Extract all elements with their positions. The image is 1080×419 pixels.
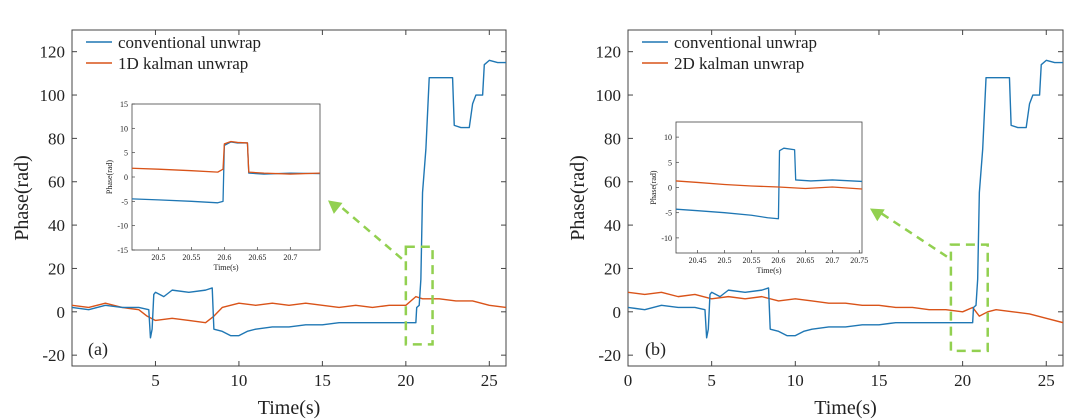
- panel-a: 5 10 15 20 25-20020406080100120Time(s)Phase(…: [11, 29, 507, 419]
- x-tick-label: 10: [230, 371, 247, 390]
- x-tick-label: 5: [151, 371, 160, 390]
- inset-x-tick-label: 20.7: [825, 256, 839, 265]
- x-tick-label: 10: [787, 371, 804, 390]
- legend-label: 1D kalman unwrap: [118, 54, 248, 73]
- x-tick-label: 5: [707, 371, 716, 390]
- inset-y-tick-label: 15: [120, 100, 128, 109]
- y-tick-label: 40: [604, 216, 621, 235]
- inset-x-tick-label: 20.65: [248, 253, 266, 262]
- zoom-arrow-line: [337, 203, 403, 260]
- series-line-conventional-unwrap: [628, 59, 1063, 339]
- inset-frame: [131, 103, 321, 251]
- inset-y-tick-label: 5: [668, 158, 672, 167]
- inset-x-tick-label: 20.55: [742, 256, 760, 265]
- y-tick-label: 100: [40, 86, 66, 105]
- inset-x-tick-label: 20.65: [796, 256, 814, 265]
- inset-x-tick-label: 20.7: [283, 253, 297, 262]
- y-tick-label: 20: [604, 259, 621, 278]
- y-tick-label: 60: [48, 173, 65, 192]
- x-tick-label: 20: [397, 371, 414, 390]
- x-tick-label: 20: [954, 371, 971, 390]
- y-tick-label: 120: [40, 43, 66, 62]
- inset-y-tick-label: -5: [121, 197, 128, 206]
- inset-y-axis-label: Phase(rad): [649, 170, 658, 205]
- plot-frame: [627, 29, 1064, 367]
- inset-series-line-1d-kalman-unwrap: [132, 140, 320, 175]
- inset-y-tick-label: 5: [124, 149, 128, 158]
- y-tick-label: 0: [613, 303, 622, 322]
- zoom-arrow-head: [870, 208, 885, 222]
- y-axis-label: Phase(rad): [11, 155, 33, 241]
- y-tick-label: 0: [57, 303, 66, 322]
- series-line-2d-kalman-unwrap: [628, 291, 1063, 324]
- legend-label: 2D kalman unwrap: [674, 54, 804, 73]
- zoom-highlight-box: [949, 243, 989, 353]
- zoom-arrow-line: [879, 211, 948, 258]
- panel-b: 0 5 10 15 20 25-20020406080100120Time(s)Phase…: [567, 29, 1064, 419]
- y-tick-label: -20: [598, 346, 621, 365]
- inset-x-axis-label: Time(s): [213, 263, 238, 272]
- inset-series-line-conventional-unwrap: [676, 147, 862, 220]
- inset-y-tick-label: 0: [124, 173, 128, 182]
- legend-label: conventional unwrap: [674, 33, 817, 52]
- inset-y-tick-label: -5: [665, 209, 672, 218]
- y-tick-label: -20: [42, 346, 65, 365]
- zoom-arrow-head: [328, 200, 343, 214]
- inset-y-tick-label: -10: [661, 234, 672, 243]
- y-tick-label: 80: [48, 129, 65, 148]
- series-line-conventional-unwrap: [72, 59, 506, 339]
- inset-y-axis-label: Phase(rad): [105, 160, 114, 195]
- inset-x-tick-label: 20.75: [850, 256, 868, 265]
- x-tick-label: 15: [870, 371, 887, 390]
- y-tick-label: 40: [48, 216, 65, 235]
- plot-frame: [71, 29, 507, 367]
- y-tick-label: 120: [596, 43, 622, 62]
- y-tick-label: 80: [604, 129, 621, 148]
- inset-x-tick-label: 20.45: [689, 256, 707, 265]
- panel-label: (b): [645, 339, 666, 360]
- x-axis-label: Time(s): [814, 397, 877, 419]
- inset-x-tick-label: 20.5: [718, 256, 732, 265]
- x-tick-label: 15: [314, 371, 331, 390]
- legend-label: conventional unwrap: [118, 33, 261, 52]
- inset-x-tick-label: 20.6: [771, 256, 785, 265]
- series-line-1d-kalman-unwrap: [72, 295, 506, 324]
- inset-x-tick-label: 20.6: [217, 253, 231, 262]
- y-axis-label: Phase(rad): [567, 155, 589, 241]
- inset-y-tick-label: 10: [120, 124, 128, 133]
- y-tick-label: 60: [604, 173, 621, 192]
- inset-y-tick-label: 10: [664, 133, 672, 142]
- inset-y-tick-label: -10: [117, 222, 128, 231]
- inset-x-tick-label: 20.55: [182, 253, 200, 262]
- x-tick-label: 0: [624, 371, 633, 390]
- x-tick-label: 25: [481, 371, 498, 390]
- y-tick-label: 100: [596, 86, 622, 105]
- inset-series-line-2d-kalman-unwrap: [676, 180, 862, 190]
- inset-x-tick-label: 20.5: [151, 253, 165, 262]
- inset-x-axis-label: Time(s): [756, 266, 781, 275]
- y-tick-label: 20: [48, 259, 65, 278]
- inset-y-tick-label: 0: [668, 184, 672, 193]
- x-tick-label: 25: [1038, 371, 1055, 390]
- inset-y-tick-label: -15: [117, 246, 128, 255]
- zoom-highlight-box: [404, 245, 434, 346]
- x-axis-label: Time(s): [258, 397, 321, 419]
- panel-label: (a): [88, 339, 108, 360]
